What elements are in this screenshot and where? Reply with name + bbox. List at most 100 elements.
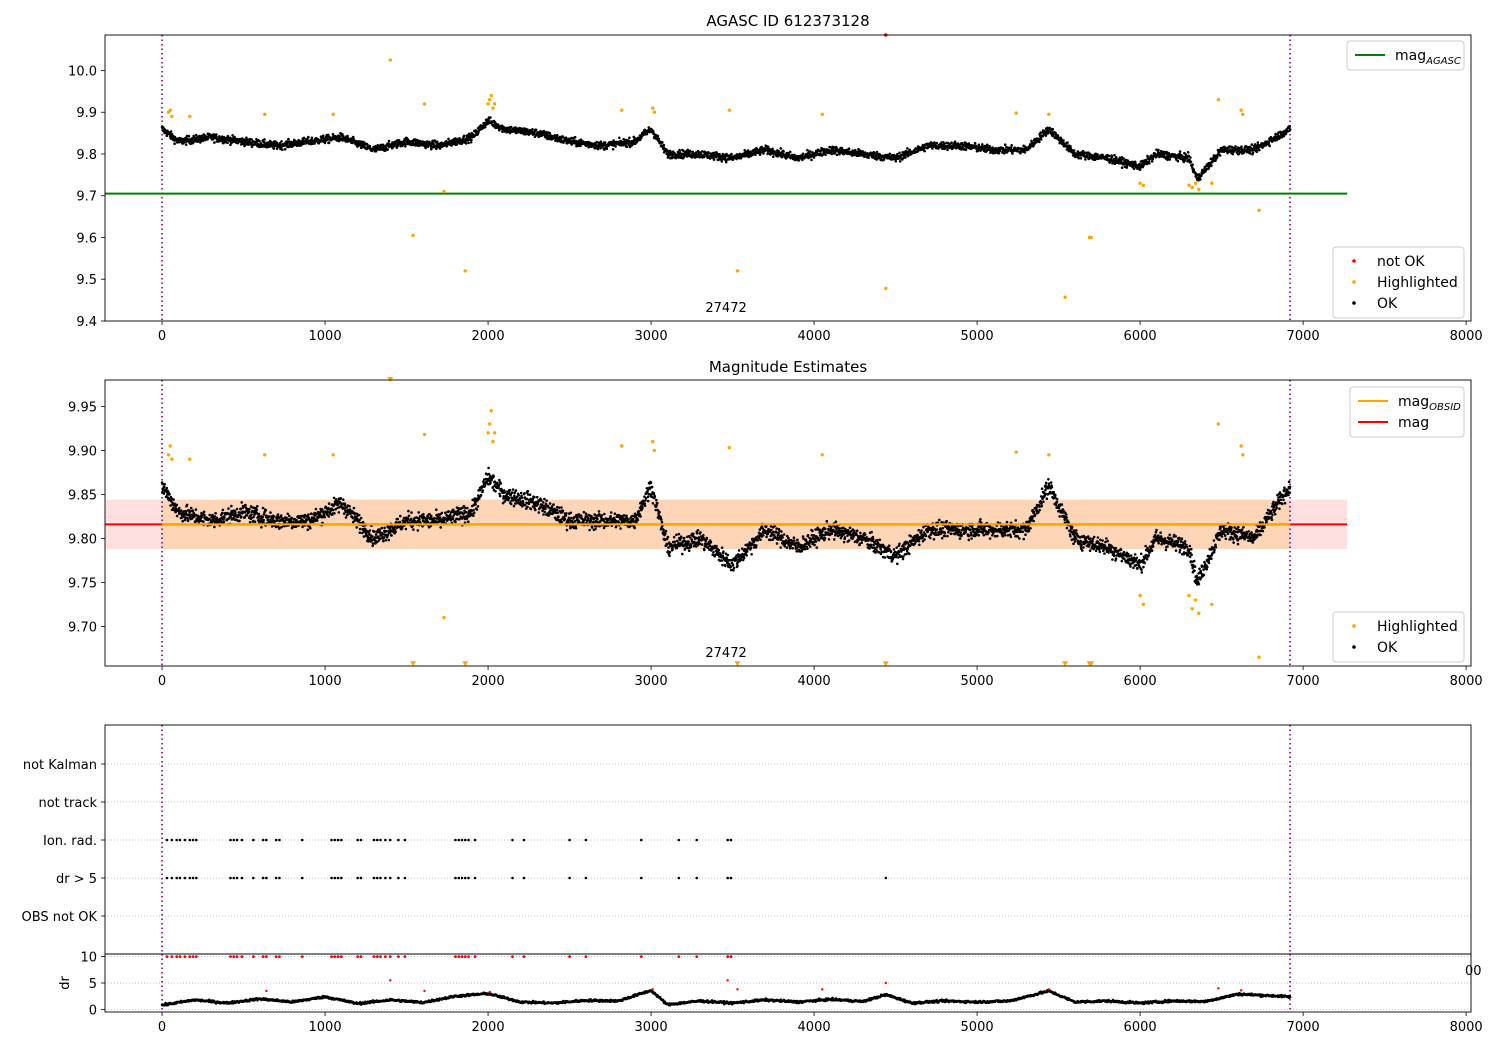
panel-2-point	[314, 507, 318, 511]
panel-2-point	[248, 520, 252, 524]
panel-1-point	[470, 138, 473, 142]
panel-1-y-tick-label: 9.5	[76, 273, 97, 288]
panel-2-point	[238, 519, 241, 523]
panel-1-point	[280, 140, 283, 143]
panel-2-point	[240, 515, 243, 519]
panel-1-point	[1066, 141, 1069, 144]
panel-1-point	[327, 141, 331, 144]
panel-2-point	[290, 516, 294, 520]
panel-2-point	[252, 515, 255, 519]
panel-2-point	[250, 513, 253, 516]
panel-2-point	[273, 515, 276, 518]
panel-1-point	[1003, 143, 1007, 146]
panel-2-point	[421, 525, 424, 528]
panel-2-point	[388, 530, 392, 534]
panel-1-point	[1178, 150, 1182, 153]
panel-2-point	[269, 511, 272, 514]
panel-1-point	[1288, 125, 1291, 128]
panel-1-point	[1011, 152, 1014, 155]
panel-1-point	[875, 150, 879, 154]
panel-1-point	[1051, 127, 1055, 131]
panel-1-point	[884, 286, 888, 291]
panel-2-point	[255, 508, 258, 511]
panel-1-point	[1250, 143, 1254, 146]
panel-1-point	[424, 146, 427, 150]
panel-1-point	[657, 137, 661, 141]
panel-2-point	[203, 513, 206, 517]
panel-1-point	[1023, 151, 1027, 154]
panel-1-point	[180, 137, 184, 141]
panel-1-point	[867, 156, 870, 159]
panel-1-point	[215, 133, 218, 136]
panel-1-point	[240, 143, 243, 146]
panel-2-point	[430, 515, 433, 518]
panel-1-point	[263, 112, 267, 117]
panel-1-point	[250, 145, 254, 148]
panel-2-point	[446, 519, 449, 522]
panel-1-legend-markers-label: not OK	[1377, 254, 1425, 270]
panel-1-point	[820, 112, 824, 117]
panel-2-point	[382, 539, 385, 543]
panel-2-point	[214, 511, 217, 515]
panel-1-point	[771, 155, 775, 158]
panel-1-point	[286, 143, 289, 146]
panel-1-point	[1141, 183, 1146, 188]
panel-1-point	[824, 153, 827, 157]
panel-1-point	[628, 136, 631, 140]
panel-1-legend-markers-label: Highlighted	[1377, 275, 1458, 291]
panel-2-point	[341, 498, 345, 501]
panel-1-point	[326, 138, 329, 142]
panel-1-point	[411, 233, 415, 238]
panel-2-point	[188, 511, 191, 514]
panel-2-point	[378, 528, 381, 531]
panel-2-point	[472, 509, 475, 512]
panel-2-point	[378, 537, 382, 540]
panel-1-point	[651, 106, 655, 110]
panel-1-point	[368, 144, 372, 148]
panel-1-x-tick-label: 3000	[635, 329, 668, 344]
panel-2-point	[544, 507, 547, 511]
panel-1-point	[187, 134, 191, 138]
panel-2-point	[519, 491, 523, 495]
panel-2-point	[477, 497, 481, 500]
panel-1-point	[168, 108, 172, 112]
panel-1-point	[935, 141, 939, 145]
panel-1-point	[1115, 156, 1118, 160]
panel-1-point	[467, 141, 470, 145]
panel-1-point	[283, 147, 287, 151]
panel-1-point	[1132, 167, 1136, 171]
panel-2-point	[489, 481, 492, 485]
panel-1-point	[712, 158, 716, 161]
panel-1-point	[727, 108, 732, 112]
panel-2-point	[475, 508, 479, 511]
panel-2-point	[524, 503, 527, 507]
panel-1-x-tick-label: 7000	[1287, 329, 1320, 344]
panel-1-point	[766, 145, 770, 149]
panel-2-point	[327, 515, 331, 518]
panel-2-point	[533, 495, 536, 499]
panel-2-point	[498, 492, 501, 496]
panel-1-point	[430, 147, 433, 151]
panel-1-point	[462, 134, 466, 138]
panel-2-point	[288, 514, 291, 518]
panel-1-point	[463, 269, 467, 273]
panel-1-point	[447, 137, 450, 141]
panel-2-point	[261, 515, 265, 519]
panel-2-point	[394, 530, 397, 534]
panel-2-point	[416, 529, 420, 532]
panel-1-point	[720, 160, 724, 163]
panel-1-point	[553, 134, 557, 137]
panel-2-point	[274, 525, 278, 529]
panel-2-point	[337, 511, 341, 514]
panel-1-point	[986, 143, 989, 147]
panel-1-point	[556, 134, 559, 137]
panel-1-point	[1192, 168, 1196, 172]
panel-1-point	[346, 134, 349, 138]
panel-1-legend-markers-label: OK	[1377, 296, 1398, 312]
panel-2-point	[307, 513, 310, 516]
panel-2-point	[382, 536, 386, 539]
panel-2-point	[191, 509, 195, 512]
panel-2-point	[240, 501, 243, 504]
panel-2-point	[247, 510, 251, 514]
